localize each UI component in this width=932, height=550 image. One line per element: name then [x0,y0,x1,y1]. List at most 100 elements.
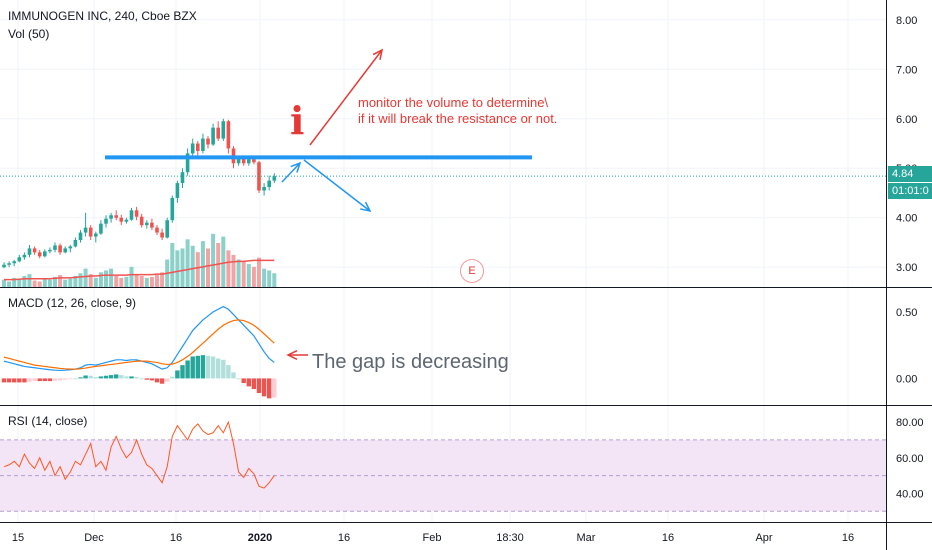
macd-axis-tick-label: 0.00 [896,373,917,385]
macd-histogram-bar [180,365,185,379]
time-axis-tick-label: 16 [662,532,674,544]
rsi-title[interactable]: RSI (14, close) [8,414,88,428]
volume-bar [211,233,216,287]
macd-histogram-bar [63,378,68,380]
volume-bar [149,276,154,287]
macd-histogram-bar [114,374,119,379]
rsi-axis-tick-label: 60.00 [896,453,924,465]
candle-body [73,239,78,247]
volume-bar [155,275,159,287]
retest-arrow-head [290,161,302,173]
volume-bar [58,275,63,287]
breakdown-arrow-head [360,201,372,213]
volume-bar [246,264,251,287]
candle-body [216,127,220,139]
price-axis-tick-label: 4.00 [896,213,917,225]
candle-body [190,143,195,154]
candle-body [104,218,108,224]
macd-histogram-bar [231,372,236,379]
bar-countdown-badge: 01:01:0 [888,183,932,199]
macd-histogram-bar [175,370,180,379]
rsi-line [3,420,275,489]
time-axis-tick-label: 2020 [248,532,272,544]
current-price-badge: 4.84 [888,166,932,182]
macd-note: The gap is decreasing [312,351,509,373]
volume-ma-line [4,259,275,281]
candle-body [2,264,6,268]
volume-bar [185,239,190,287]
macd-histogram-bar [216,358,221,379]
candle-body [247,159,251,164]
time-axis-tick-label: Mar [577,532,596,544]
candle-body [252,159,256,163]
volume-bar [7,281,12,287]
macd-histogram-bar [236,378,241,380]
volume-bar [180,248,185,287]
candle-body [43,251,47,257]
volume-bar [267,270,272,287]
volume-bar [175,250,180,287]
candle-body [109,215,113,219]
volume-bar [170,243,175,287]
macd-histogram-bar [226,365,231,379]
macd-histogram-bar [154,378,160,383]
macd-histogram-bar [241,378,246,384]
candle-body [48,249,52,252]
volume-bar [160,272,165,287]
volume-bar [83,268,88,287]
macd-histogram-bar [47,378,53,382]
candle-body [170,197,175,221]
volume-bar [262,268,267,287]
volume-bar [206,248,210,287]
volume-bar [251,266,256,287]
volume-bar [241,261,246,287]
candle-body [206,138,210,145]
candle-body [37,252,42,257]
macd-histogram-bar [83,375,88,379]
candle-body [27,248,32,255]
macd-histogram-bar [205,355,211,379]
volume-bar [68,278,73,287]
macd-histogram-bar [32,378,37,382]
volume-note-line1: monitor the volume to determine\ [358,95,549,110]
volume-bar [63,279,68,287]
rsi-axis-tick-label: 40.00 [896,488,924,500]
bar-countdown-value: 01:01:0 [892,185,929,197]
candle-body [53,245,57,250]
macd-histogram-bar [267,378,272,399]
candle-body [94,233,98,237]
macd-histogram-bar [103,375,109,379]
macd-histogram-bar [88,375,93,379]
symbol-title[interactable]: IMMUNOGEN INC, 240, Cboe BZX [8,9,197,23]
macd-histogram-bar [246,378,251,387]
candle-body [221,121,226,139]
macd-histogram-bar [52,378,58,381]
macd-histogram-bar [256,378,262,394]
macd-histogram-bar [12,378,17,383]
volume-bar [195,252,200,287]
macd-histogram-bar [170,376,175,379]
time-axis-tick-label: Feb [423,532,442,544]
time-axis-tick-label: 16 [170,532,182,544]
volume-bar [53,276,57,287]
macd-histogram-bar [27,378,32,382]
macd-title[interactable]: MACD (12, 26, close, 9) [8,296,137,310]
time-axis-tick-label: 18:30 [496,532,524,544]
candle-body [12,261,16,264]
macd-histogram-bar [210,356,216,379]
breakout-arrow-shaft [309,49,383,146]
volume-bar [139,276,144,287]
macd-histogram-bar [98,376,104,379]
candle-body [241,158,246,164]
candle-body [134,210,139,217]
macd-histogram-bar [57,378,63,381]
volume-bar [93,277,98,287]
candle-body [124,219,129,222]
volume-bar [114,276,119,287]
earnings-marker[interactable]: E [460,259,484,283]
volume-title[interactable]: Vol (50) [8,27,50,41]
candle-body [272,176,277,181]
volume-bar [2,279,6,287]
volume-bar [216,243,221,287]
